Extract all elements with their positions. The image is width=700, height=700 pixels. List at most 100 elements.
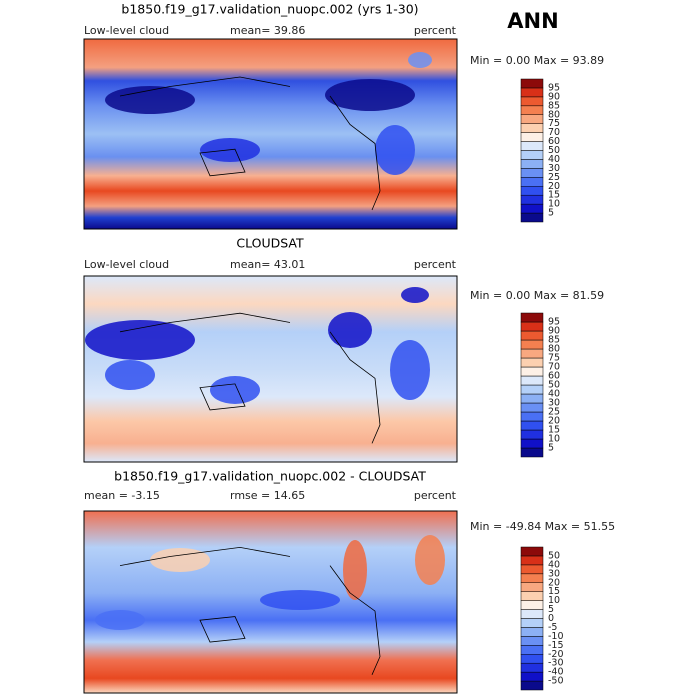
- colorbar-label: -50: [548, 676, 564, 687]
- colorbar-box: [520, 564, 544, 575]
- colorbar-box: [520, 339, 544, 350]
- colorbar-box: [520, 177, 544, 187]
- colorbar-label: -10: [548, 631, 564, 642]
- panel-title: b1850.f19_g17.validation_nuopc.002 - CLO…: [114, 469, 426, 484]
- colorbar-label: 10: [548, 199, 560, 210]
- stats-label: Min = -49.84 Max = 51.55: [470, 520, 615, 533]
- season-label: ANN: [507, 9, 558, 33]
- map-feature: [343, 540, 367, 600]
- colorbar-box: [520, 411, 544, 422]
- colorbar-label: 60: [548, 136, 560, 147]
- map-feature: [375, 125, 415, 175]
- colorbar-label: 80: [548, 344, 560, 355]
- colorbar-box: [520, 600, 544, 610]
- colorbar-label: 95: [548, 82, 560, 93]
- colorbar-label: 50: [548, 145, 560, 156]
- colorbar-box: [520, 78, 544, 89]
- colorbar-box: [520, 654, 544, 664]
- map-feature: [401, 287, 429, 303]
- colorbar-box: [520, 609, 544, 619]
- colorbar-box: [520, 591, 544, 601]
- colorbar-box: [520, 402, 544, 413]
- map-feature: [390, 340, 430, 400]
- colorbar-label: 25: [548, 407, 560, 418]
- colorbar-box: [520, 636, 544, 646]
- colorbar-label: 50: [548, 550, 560, 561]
- colorbar-label: 5: [548, 443, 554, 454]
- center-label: rmse = 14.65: [230, 489, 305, 502]
- map-feature: [85, 320, 195, 360]
- colorbar-box: [520, 420, 544, 431]
- colorbar-label: 15: [548, 190, 560, 201]
- colorbar-label: 30: [548, 568, 560, 579]
- colorbar-box: [520, 447, 544, 458]
- colorbar-box: [520, 555, 544, 566]
- colorbar-label: 95: [548, 317, 560, 328]
- colorbar-label: 20: [548, 577, 560, 588]
- colorbar-box: [520, 671, 544, 682]
- colorbar-box: [520, 680, 544, 691]
- colorbar-label: 0: [548, 613, 554, 624]
- colorbar-box: [520, 348, 544, 359]
- stats-label: Min = 0.00 Max = 93.89: [470, 54, 604, 67]
- colorbar-box: [520, 87, 544, 98]
- colorbar-label: 50: [548, 380, 560, 391]
- colorbar-label: 90: [548, 326, 560, 337]
- colorbar-label: 70: [548, 127, 560, 138]
- colorbar-box: [520, 573, 544, 583]
- panel-title: b1850.f19_g17.validation_nuopc.002 (yrs …: [121, 2, 418, 17]
- colorbar-box: [520, 582, 544, 592]
- coastline: [119, 76, 381, 211]
- coastline: [119, 546, 381, 675]
- map-feature: [210, 376, 260, 404]
- colorbar-label: 40: [548, 559, 560, 570]
- colorbar-box: [520, 375, 544, 386]
- colorbar-label: 15: [548, 586, 560, 597]
- stats-label: Min = 0.00 Max = 81.59: [470, 289, 604, 302]
- map-feature: [105, 86, 195, 114]
- colorbar-label: 15: [548, 425, 560, 436]
- units-label: percent: [414, 258, 457, 271]
- colorbar-label: 85: [548, 335, 560, 346]
- map-feature: [105, 360, 155, 390]
- colorbar-label: -15: [548, 640, 564, 651]
- colorbar-box: [520, 114, 544, 124]
- colorbar-label: 70: [548, 362, 560, 373]
- map-feature: [325, 79, 415, 111]
- colorbar-box: [520, 438, 544, 449]
- colorbar-label: 20: [548, 416, 560, 427]
- colorbar-box: [520, 618, 544, 628]
- center-label: mean= 43.01: [230, 258, 305, 271]
- colorbar-label: 75: [548, 353, 560, 364]
- colorbar-box: [520, 186, 544, 196]
- colorbar-box: [520, 429, 544, 440]
- colorbar-label: 40: [548, 154, 560, 165]
- colorbar-box: [520, 105, 544, 115]
- colorbar-label: 20: [548, 181, 560, 192]
- colorbar-box: [520, 194, 544, 205]
- map-frame: [83, 510, 458, 694]
- coastline: [119, 312, 381, 444]
- colorbar-label: 60: [548, 371, 560, 382]
- colorbar-label: 30: [548, 163, 560, 174]
- units-label: percent: [414, 489, 457, 502]
- colorbar-box: [520, 357, 544, 368]
- colorbar-box: [520, 627, 544, 637]
- panel-title: CLOUDSAT: [236, 236, 304, 251]
- colorbar-box: [520, 321, 544, 332]
- colorbar-box: [520, 384, 544, 395]
- left-label: mean = -3.15: [84, 489, 160, 502]
- colorbar-box: [520, 330, 544, 341]
- colorbar-box: [520, 141, 544, 151]
- colorbar-label: 5: [548, 604, 554, 615]
- map-feature: [328, 312, 372, 348]
- colorbar-label: -5: [548, 622, 557, 633]
- left-label: Low-level cloud: [84, 24, 169, 37]
- map-feature: [408, 52, 432, 68]
- colorbar-box: [520, 393, 544, 404]
- colorbar-box: [520, 123, 544, 133]
- map-frame: [83, 275, 458, 463]
- colorbar-box: [520, 546, 544, 557]
- colorbar-label: 90: [548, 91, 560, 102]
- colorbar-box: [520, 150, 544, 160]
